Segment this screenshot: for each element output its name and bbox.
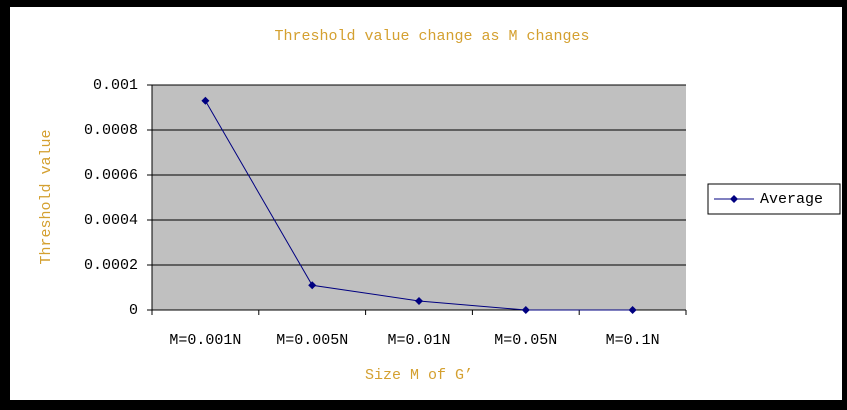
y-tick-label: 0.0006 [84,167,138,184]
y-tick-label: 0.0002 [84,257,138,274]
marker [521,306,530,314]
x-tick-label: M=0.01N [387,332,450,349]
marker [415,297,423,305]
chart-title: Threshold value change as M changes [274,28,589,45]
marker [201,96,210,105]
y-tick-label: 0 [129,302,138,319]
x-tick-label: M=0.1N [606,332,660,349]
y-tick-label: 0.0004 [84,212,138,229]
y-tick-label: 0.0008 [84,122,138,139]
x-axis-label: Size M of G’ [365,367,473,384]
x-tick-label: M=0.001N [169,332,241,349]
x-tick-label: M=0.005N [276,332,348,349]
marker [308,281,317,290]
legend-label: Average [760,191,823,208]
marker [628,306,637,314]
y-tick-label: 0.001 [93,77,138,94]
legend-marker [730,195,738,203]
x-tick-label: M=0.05N [494,332,557,349]
y-axis-label: Threshold value [38,129,55,264]
plot-area [152,85,686,310]
